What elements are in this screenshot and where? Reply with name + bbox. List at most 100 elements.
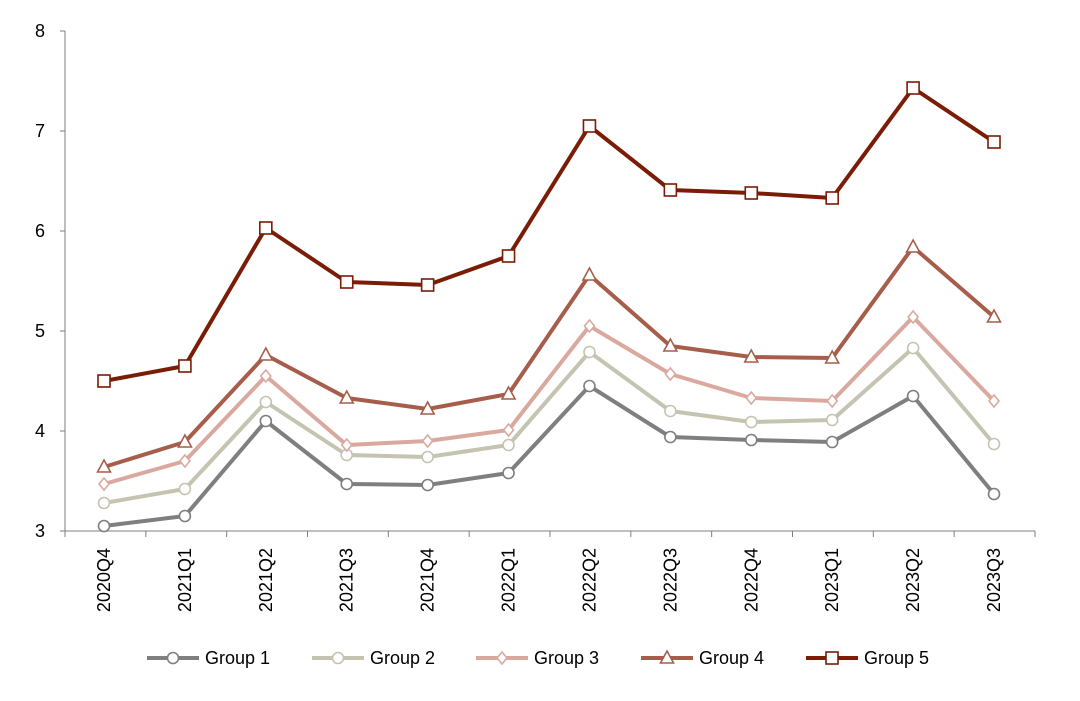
x-tick-label: 2023Q1 <box>822 548 842 612</box>
data-point <box>259 221 273 235</box>
data-point <box>745 390 758 406</box>
data-point <box>581 266 598 281</box>
data-point <box>826 393 839 409</box>
data-point <box>986 308 1002 323</box>
legend-label: Group 3 <box>534 648 599 668</box>
data-point <box>178 359 192 373</box>
data-point <box>259 368 272 384</box>
data-point <box>259 414 273 428</box>
y-tick-label: 4 <box>35 421 45 441</box>
data-point <box>421 450 434 464</box>
data-point <box>502 466 515 480</box>
x-tick-label: 2023Q3 <box>984 548 1004 612</box>
data-point <box>178 453 191 469</box>
data-point <box>583 318 596 334</box>
legend-label: Group 4 <box>699 648 764 668</box>
x-tick-label: 2021Q4 <box>418 548 438 612</box>
series-line-group-5 <box>103 86 996 383</box>
data-point <box>987 393 1001 409</box>
data-point <box>664 404 677 418</box>
x-tick-label: 2020Q4 <box>94 548 114 612</box>
data-point <box>257 346 274 361</box>
x-axis: 2020Q4 2021Q1 2021Q2 2021Q3 2021Q4 2022Q1 2022… <box>64 530 1036 612</box>
data-point <box>825 435 839 449</box>
data-point <box>96 458 112 473</box>
legend-item-group-5: Group 5 <box>806 648 929 668</box>
legend-marker <box>659 649 675 664</box>
legend-item-group-1: Group 1 <box>147 648 270 668</box>
legend-marker <box>825 651 839 665</box>
data-point <box>97 374 111 388</box>
series-group-5 <box>97 81 1001 388</box>
data-point <box>664 366 677 382</box>
x-tick-label: 2022Q2 <box>579 548 599 612</box>
data-point <box>502 438 515 452</box>
data-point <box>500 385 517 400</box>
series-line-group-3 <box>103 315 996 486</box>
data-point <box>663 183 678 197</box>
data-point <box>825 191 839 205</box>
data-point <box>259 395 273 409</box>
series-line-group-4 <box>103 245 996 469</box>
data-point <box>824 349 841 364</box>
data-point <box>987 487 1001 501</box>
data-point <box>420 278 435 292</box>
data-point <box>664 430 677 444</box>
y-tick-label: 3 <box>35 521 45 541</box>
legend-item-group-3: Group 3 <box>476 648 599 668</box>
legend-label: Group 2 <box>370 648 435 668</box>
data-point <box>744 186 759 200</box>
data-point <box>744 415 758 429</box>
data-point <box>178 482 192 496</box>
legend: Group 1 Group 2 Group 3 Group 4 Group 5 <box>147 648 929 668</box>
legend-marker <box>495 650 509 666</box>
y-tick-label: 8 <box>35 21 45 41</box>
data-point <box>340 437 353 453</box>
data-point <box>743 348 760 363</box>
x-tick-label: 2022Q1 <box>499 548 519 612</box>
series-line-group-2 <box>103 346 996 505</box>
data-point <box>582 119 597 133</box>
x-tick-label: 2021Q2 <box>256 548 276 612</box>
data-point <box>906 81 920 95</box>
data-point <box>583 345 596 359</box>
series-group-3 <box>97 309 1001 492</box>
x-tick-label: 2021Q1 <box>175 548 195 612</box>
data-point <box>744 433 758 447</box>
data-point <box>662 337 679 352</box>
x-tick-label: 2023Q2 <box>903 548 923 612</box>
y-axis: 3 4 5 6 7 8 <box>35 21 66 541</box>
data-point <box>583 379 596 393</box>
data-point <box>340 477 354 491</box>
data-point <box>97 519 111 533</box>
series-layer <box>96 81 1002 533</box>
data-point <box>987 135 1001 149</box>
y-tick-label: 7 <box>35 121 45 141</box>
legend-label: Group 1 <box>205 648 270 668</box>
legend-item-group-2: Group 2 <box>312 648 435 668</box>
data-point <box>97 476 111 492</box>
data-point <box>906 341 920 355</box>
data-point <box>421 478 434 492</box>
series-group-1 <box>97 379 1001 533</box>
data-point <box>97 496 111 510</box>
legend-label: Group 5 <box>864 648 929 668</box>
x-tick-label: 2021Q3 <box>337 548 357 612</box>
series-line-group-1 <box>103 384 996 528</box>
data-point <box>825 413 839 427</box>
data-point <box>419 400 436 415</box>
legend-marker <box>331 651 345 665</box>
data-point <box>178 509 192 523</box>
data-point <box>501 249 516 263</box>
data-point <box>987 437 1001 451</box>
legend-item-group-4: Group 4 <box>641 648 764 668</box>
data-point <box>906 389 920 403</box>
data-point <box>421 433 434 449</box>
y-tick-label: 5 <box>35 321 45 341</box>
series-group-2 <box>97 341 1001 510</box>
legend-marker <box>166 651 180 665</box>
data-point <box>907 309 920 325</box>
x-tick-label: 2022Q4 <box>741 548 761 612</box>
data-point <box>339 275 354 289</box>
